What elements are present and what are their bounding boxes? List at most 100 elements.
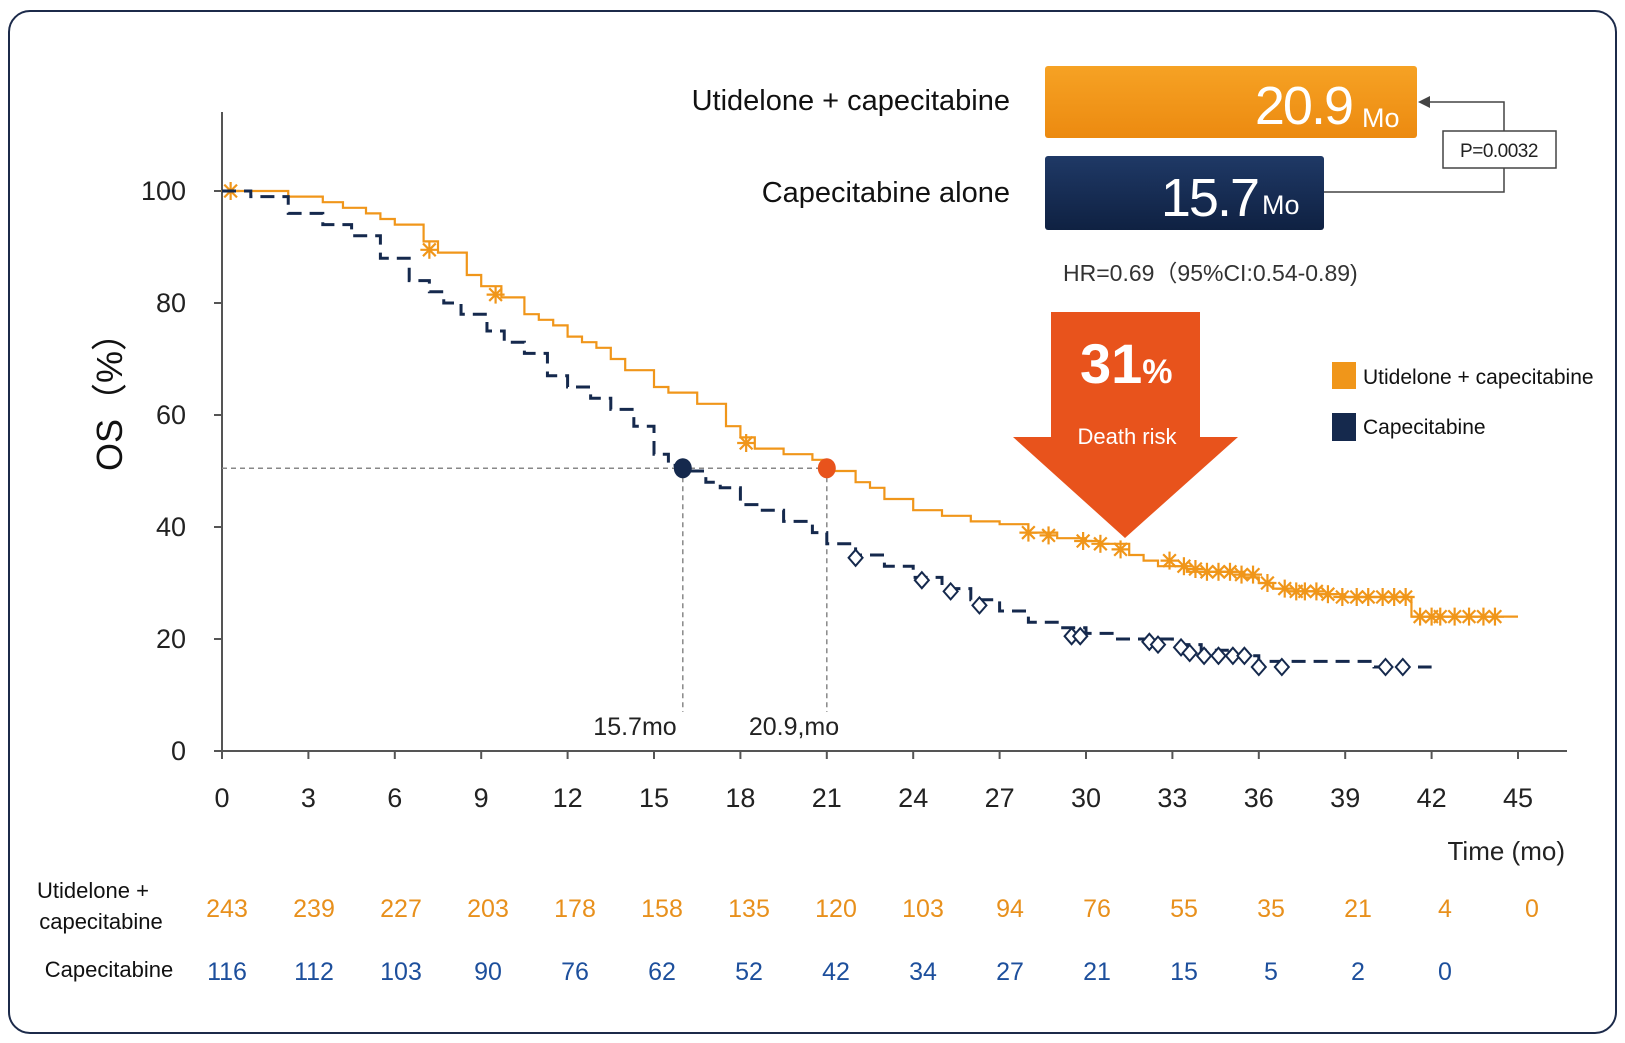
censor-mark-utidelone bbox=[1359, 588, 1378, 606]
hazard-ratio-text: HR=0.69（95%CI:0.54-0.89) bbox=[1063, 260, 1358, 286]
risk-count-utidelone: 76 bbox=[1083, 895, 1111, 923]
x-tick-label: 6 bbox=[387, 783, 402, 813]
legend-swatch-utidelone bbox=[1332, 362, 1356, 389]
legend-swatch-capecitabine bbox=[1332, 413, 1356, 441]
censor-mark-utidelone bbox=[1160, 551, 1179, 570]
figure-frame bbox=[8, 10, 1617, 1034]
censor-mark-capecitabine bbox=[1273, 657, 1291, 677]
utidelone-median-bar bbox=[1045, 66, 1417, 138]
risk-count-capecitabine: 103 bbox=[380, 958, 422, 986]
x-tick-label: 3 bbox=[301, 783, 316, 813]
y-tick-label: 20 bbox=[156, 624, 186, 654]
y-tick-label: 40 bbox=[156, 512, 186, 542]
censor-mark-utidelone bbox=[1174, 557, 1193, 576]
censor-mark-capecitabine bbox=[1377, 657, 1394, 677]
risk-count-utidelone: 0 bbox=[1525, 895, 1539, 923]
censor-mark-utidelone bbox=[486, 285, 505, 304]
capecitabine-median-unit: Mo bbox=[1262, 190, 1300, 220]
risk-count-utidelone: 35 bbox=[1257, 895, 1285, 923]
censor-mark-utidelone bbox=[1347, 588, 1366, 606]
censor-mark-utidelone bbox=[1074, 532, 1093, 550]
risk-count-utidelone: 55 bbox=[1170, 895, 1198, 923]
median-label-capecitabine: 15.7mo bbox=[593, 713, 676, 741]
y-ticks: 0 20 40 60 80 100 bbox=[141, 176, 222, 766]
risk-count-utidelone: 239 bbox=[293, 895, 335, 923]
censor-mark-utidelone bbox=[1373, 588, 1392, 606]
x-tick-label: 21 bbox=[812, 783, 842, 813]
risk-count-capecitabine: 52 bbox=[735, 958, 763, 986]
censor-mark-utidelone bbox=[1295, 582, 1314, 601]
risk-count-capecitabine: 15 bbox=[1170, 958, 1198, 986]
risk-count-capecitabine: 34 bbox=[909, 958, 937, 986]
censor-mark-utidelone bbox=[1244, 565, 1263, 584]
risk-table-label-utidelone-2: capecitabine bbox=[39, 909, 163, 934]
censor-mark-utidelone bbox=[1318, 585, 1337, 604]
censor-mark-utidelone bbox=[1039, 526, 1058, 545]
censor-mark-utidelone bbox=[1186, 560, 1205, 578]
censor-mark-utidelone bbox=[1091, 534, 1110, 553]
x-tick-label: 39 bbox=[1330, 783, 1360, 813]
censor-mark-utidelone bbox=[1307, 582, 1326, 601]
header-capecitabine-label: Capecitabine alone bbox=[762, 177, 1010, 209]
risk-row-capecitabine: 116 112 103 90 76 62 52 42 34 27 21 15 5 2 0 bbox=[207, 958, 1452, 986]
censor-mark-utidelone bbox=[1485, 607, 1504, 626]
censor-mark-utidelone bbox=[1445, 607, 1464, 626]
risk-count-capecitabine: 112 bbox=[294, 958, 334, 986]
median-point-utidelone bbox=[817, 458, 836, 479]
x-tick-label: 15 bbox=[639, 783, 669, 813]
censor-mark-capecitabine bbox=[1195, 646, 1213, 666]
curve-utidelone bbox=[222, 189, 1518, 618]
censor-mark-capecitabine bbox=[1149, 635, 1167, 655]
utidelone-median-unit: Mo bbox=[1362, 103, 1400, 133]
risk-count-utidelone: 21 bbox=[1344, 895, 1372, 923]
median-point-capecitabine bbox=[673, 458, 692, 479]
x-axis-title: Time (mo) bbox=[1448, 836, 1565, 866]
censor-mark-capecitabine bbox=[942, 581, 959, 601]
risk-percent-sign: % bbox=[1142, 353, 1172, 391]
censor-mark-capecitabine bbox=[847, 548, 864, 568]
risk-count-capecitabine: 76 bbox=[561, 958, 589, 986]
censor-mark-capecitabine bbox=[1250, 657, 1268, 677]
x-tick-label: 12 bbox=[553, 783, 583, 813]
legend-label-capecitabine: Capecitabine bbox=[1363, 416, 1486, 439]
risk-count-utidelone: 94 bbox=[996, 895, 1024, 923]
x-ticks: 0 3 6 9 12 15 18 21 24 27 30 33 36 39 42 45 bbox=[214, 751, 1533, 813]
risk-count-capecitabine: 27 bbox=[996, 958, 1024, 986]
p-value-box bbox=[1442, 130, 1557, 169]
header-utidelone-label: Utidelone + capecitabine bbox=[692, 85, 1010, 117]
capecitabine-median-value: 15.7 bbox=[1161, 168, 1258, 228]
utidelone-median-value: 20.9 bbox=[1255, 76, 1352, 136]
median-dots bbox=[673, 458, 836, 479]
censor-mark-capecitabine bbox=[1181, 643, 1199, 663]
censor-mark-utidelone bbox=[1275, 579, 1294, 598]
risk-label: Death risk bbox=[1077, 424, 1177, 449]
curves bbox=[221, 182, 1518, 677]
x-tick-label: 27 bbox=[985, 783, 1015, 813]
censor-mark-utidelone bbox=[420, 240, 439, 259]
p-value-arrowhead bbox=[1418, 96, 1430, 108]
risk-table-label-capecitabine: Capecitabine bbox=[45, 957, 173, 982]
risk-count-utidelone: 227 bbox=[380, 895, 422, 923]
censor-mark-capecitabine bbox=[1071, 626, 1089, 646]
risk-count-capecitabine: 90 bbox=[474, 958, 502, 986]
y-tick-label: 0 bbox=[171, 736, 186, 766]
censor-mark-utidelone bbox=[1221, 562, 1239, 581]
risk-count-utidelone: 103 bbox=[902, 895, 944, 923]
risk-count-utidelone: 178 bbox=[554, 895, 596, 923]
death-risk-arrow bbox=[1013, 312, 1238, 538]
censor-mark-capecitabine bbox=[913, 570, 931, 590]
capecitabine-median-bar bbox=[1045, 156, 1324, 230]
y-axis-title: OS（%） bbox=[89, 315, 130, 471]
y-tick-label: 80 bbox=[156, 288, 186, 318]
risk-percent-number: 31 bbox=[1080, 332, 1142, 395]
x-tick-label: 42 bbox=[1417, 783, 1447, 813]
risk-count-capecitabine: 2 bbox=[1351, 958, 1365, 986]
risk-count-utidelone: 158 bbox=[641, 895, 683, 923]
median-guides bbox=[222, 467, 828, 712]
risk-count-utidelone: 4 bbox=[1438, 895, 1452, 923]
median-label-utidelone: 20.9,mo bbox=[749, 713, 839, 741]
risk-count-utidelone: 203 bbox=[467, 895, 509, 923]
legend-label-utidelone: Utidelone + capecitabine bbox=[1363, 366, 1594, 389]
risk-count-utidelone: 120 bbox=[815, 895, 857, 923]
